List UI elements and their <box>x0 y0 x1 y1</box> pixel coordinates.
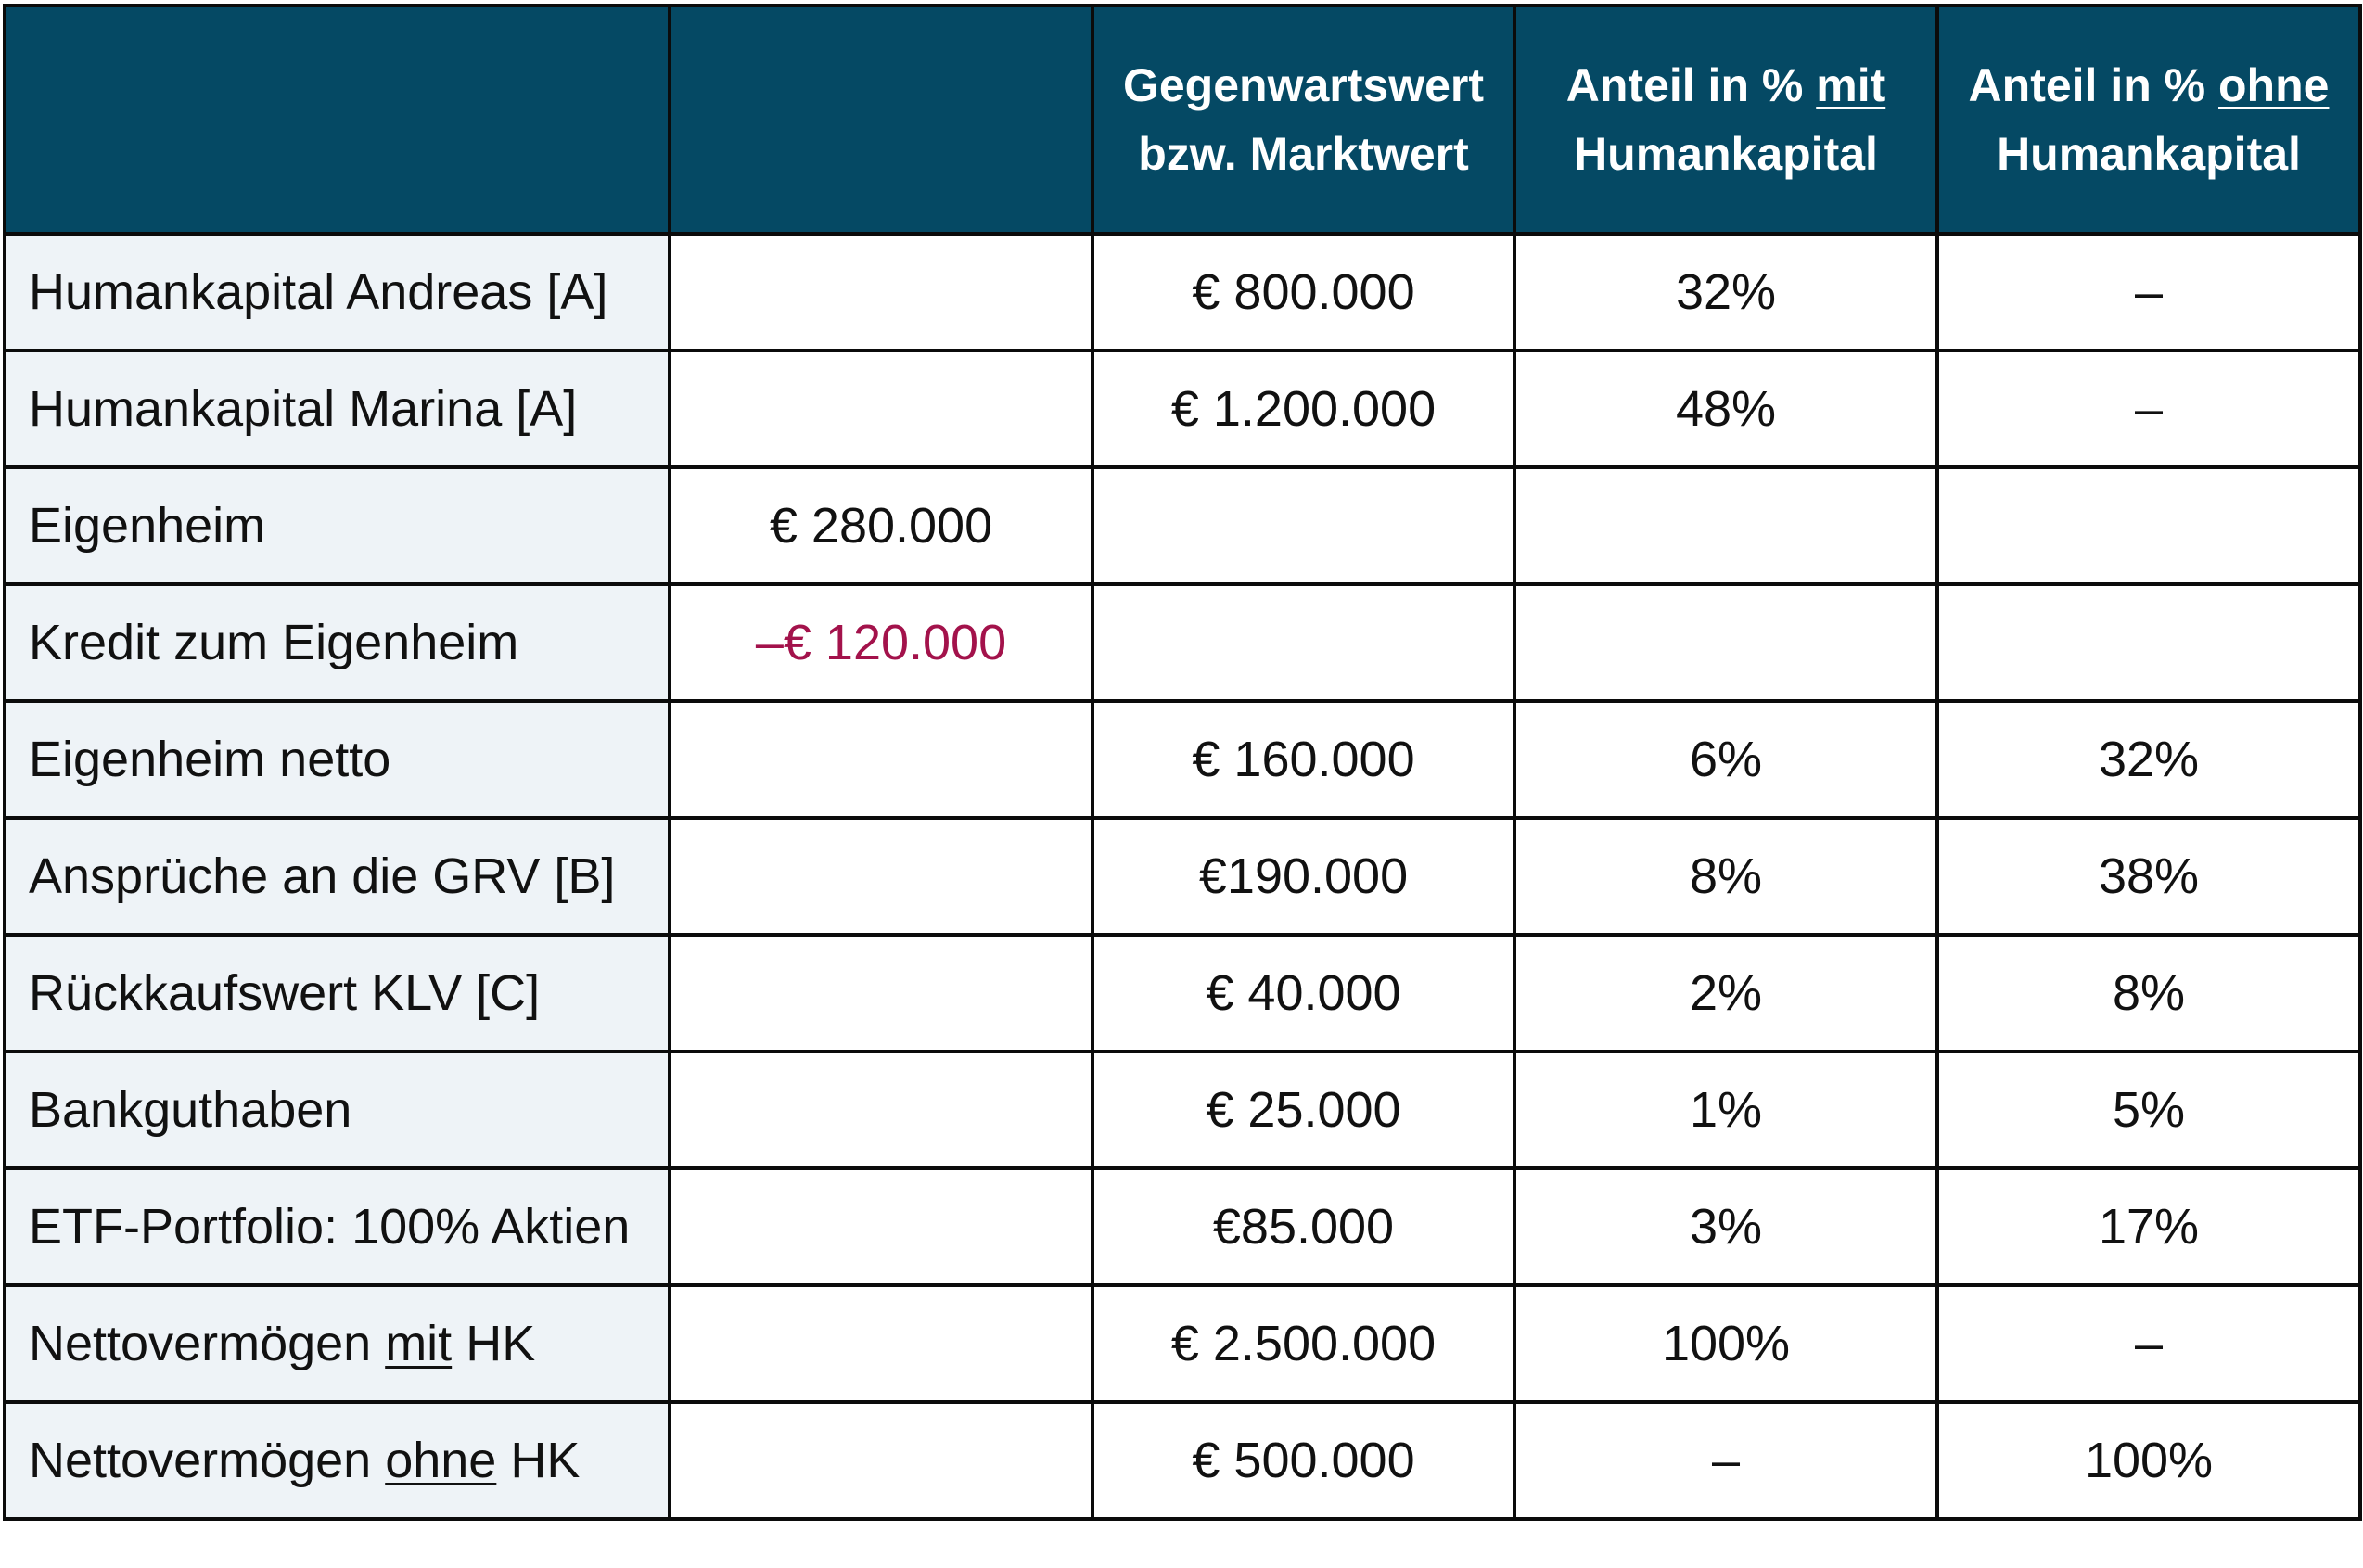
row-share-without-hk <box>1935 582 2362 703</box>
row-label: Eigenheim netto <box>3 699 671 820</box>
table-row: ETF-Portfolio: 100% Aktien €85.000 3% 17… <box>3 1166 2362 1287</box>
header-with-hk-line1: Anteil in % mit <box>1516 51 1935 120</box>
row-sub-value <box>668 349 1094 469</box>
row-share-without-hk: 100% <box>1935 1400 2362 1521</box>
row-share-with-hk: 32% <box>1513 232 1939 352</box>
header-row: Gegenwartswert bzw. Marktwert Anteil in … <box>3 4 2362 236</box>
row-label: Rückkaufswert KLV [C] <box>3 933 671 1053</box>
row-share-without-hk: – <box>1935 349 2362 469</box>
row-value: € 160.000 <box>1091 699 1516 820</box>
header-cell-sub <box>668 4 1094 236</box>
row-value: € 1.200.000 <box>1091 349 1516 469</box>
row-sub-value <box>668 816 1094 937</box>
row-sub-value <box>668 933 1094 1053</box>
asset-table: Gegenwartswert bzw. Marktwert Anteil in … <box>3 4 2362 1521</box>
header-cell-with-hk: Anteil in % mit Humankapital <box>1513 4 1939 236</box>
header-without-hk-prefix: Anteil in % <box>1968 59 2219 111</box>
row-share-without-hk: – <box>1935 232 2362 352</box>
row-label-suffix: HK <box>452 1316 536 1371</box>
header-with-hk-line2: Humankapital <box>1574 128 1878 180</box>
header-without-hk-underlined: ohne <box>2218 59 2330 111</box>
row-share-without-hk: 17% <box>1935 1166 2362 1287</box>
header-without-hk-line1: Anteil in % ohne <box>1939 51 2358 120</box>
row-value <box>1091 582 1516 703</box>
row-share-with-hk: 100% <box>1513 1283 1939 1404</box>
row-value: €85.000 <box>1091 1166 1516 1287</box>
row-value: €190.000 <box>1091 816 1516 937</box>
row-share-without-hk <box>1935 465 2362 586</box>
table-row: Humankapital Andreas [A] € 800.000 32% – <box>3 232 2362 352</box>
header-with-hk-prefix: Anteil in % <box>1565 59 1817 111</box>
row-label: Ansprüche an die GRV [B] <box>3 816 671 937</box>
row-share-with-hk <box>1513 582 1939 703</box>
row-value: € 800.000 <box>1091 232 1516 352</box>
row-sub-value <box>668 1283 1094 1404</box>
row-label: ETF-Portfolio: 100% Aktien <box>3 1166 671 1287</box>
row-share-without-hk: 38% <box>1935 816 2362 937</box>
row-share-without-hk: – <box>1935 1283 2362 1404</box>
row-label: Eigenheim <box>3 465 671 586</box>
table-row: Kredit zum Eigenheim –€ 120.000 <box>3 582 2362 703</box>
row-share-with-hk: 8% <box>1513 816 1939 937</box>
header-with-hk-underlined: mit <box>1816 59 1886 111</box>
row-share-with-hk: – <box>1513 1400 1939 1521</box>
row-label: Kredit zum Eigenheim <box>3 582 671 703</box>
row-sub-value <box>668 1400 1094 1521</box>
row-label: Bankguthaben <box>3 1050 671 1170</box>
row-share-without-hk: 32% <box>1935 699 2362 820</box>
row-label: Humankapital Marina [A] <box>3 349 671 469</box>
row-share-without-hk: 5% <box>1935 1050 2362 1170</box>
header-value-line2: bzw. Marktwert <box>1138 128 1469 180</box>
row-share-with-hk: 6% <box>1513 699 1939 820</box>
row-value: € 2.500.000 <box>1091 1283 1516 1404</box>
table-row: Eigenheim netto € 160.000 6% 32% <box>3 699 2362 820</box>
table-container: Gegenwartswert bzw. Marktwert Anteil in … <box>3 4 2362 1521</box>
table-row: Ansprüche an die GRV [B] €190.000 8% 38% <box>3 816 2362 937</box>
row-value: € 500.000 <box>1091 1400 1516 1521</box>
table-row: Humankapital Marina [A] € 1.200.000 48% … <box>3 349 2362 469</box>
row-label: Nettovermögen ohne HK <box>3 1400 671 1521</box>
row-label: Humankapital Andreas [A] <box>3 232 671 352</box>
row-value: € 40.000 <box>1091 933 1516 1053</box>
row-label-underlined: ohne <box>385 1433 497 1488</box>
row-share-with-hk: 2% <box>1513 933 1939 1053</box>
header-cell-label <box>3 4 671 236</box>
row-sub-value <box>668 1166 1094 1287</box>
row-label: Nettovermögen mit HK <box>3 1283 671 1404</box>
header-cell-value: Gegenwartswert bzw. Marktwert <box>1091 4 1516 236</box>
table-row: Bankguthaben € 25.000 1% 5% <box>3 1050 2362 1170</box>
row-label-suffix: HK <box>496 1433 581 1488</box>
row-sub-value: € 280.000 <box>668 465 1094 586</box>
header-cell-without-hk: Anteil in % ohne Humankapital <box>1935 4 2362 236</box>
header-without-hk-line2: Humankapital <box>1997 128 2301 180</box>
row-sub-value <box>668 1050 1094 1170</box>
table-row-total: Nettovermögen mit HK € 2.500.000 100% – <box>3 1283 2362 1404</box>
header-value-line1: Gegenwartswert <box>1122 59 1484 111</box>
row-value <box>1091 465 1516 586</box>
row-share-with-hk: 1% <box>1513 1050 1939 1170</box>
row-label-prefix: Nettovermögen <box>29 1316 386 1371</box>
table-row: Eigenheim € 280.000 <box>3 465 2362 586</box>
row-label-underlined: mit <box>385 1316 453 1371</box>
row-share-with-hk: 48% <box>1513 349 1939 469</box>
row-sub-value <box>668 232 1094 352</box>
row-share-with-hk: 3% <box>1513 1166 1939 1287</box>
row-sub-value-negative: –€ 120.000 <box>668 582 1094 703</box>
table-row-total: Nettovermögen ohne HK € 500.000 – 100% <box>3 1400 2362 1521</box>
row-sub-value <box>668 699 1094 820</box>
row-share-without-hk: 8% <box>1935 933 2362 1053</box>
row-label-prefix: Nettovermögen <box>29 1433 386 1488</box>
row-share-with-hk <box>1513 465 1939 586</box>
table-row: Rückkaufswert KLV [C] € 40.000 2% 8% <box>3 933 2362 1053</box>
row-value: € 25.000 <box>1091 1050 1516 1170</box>
